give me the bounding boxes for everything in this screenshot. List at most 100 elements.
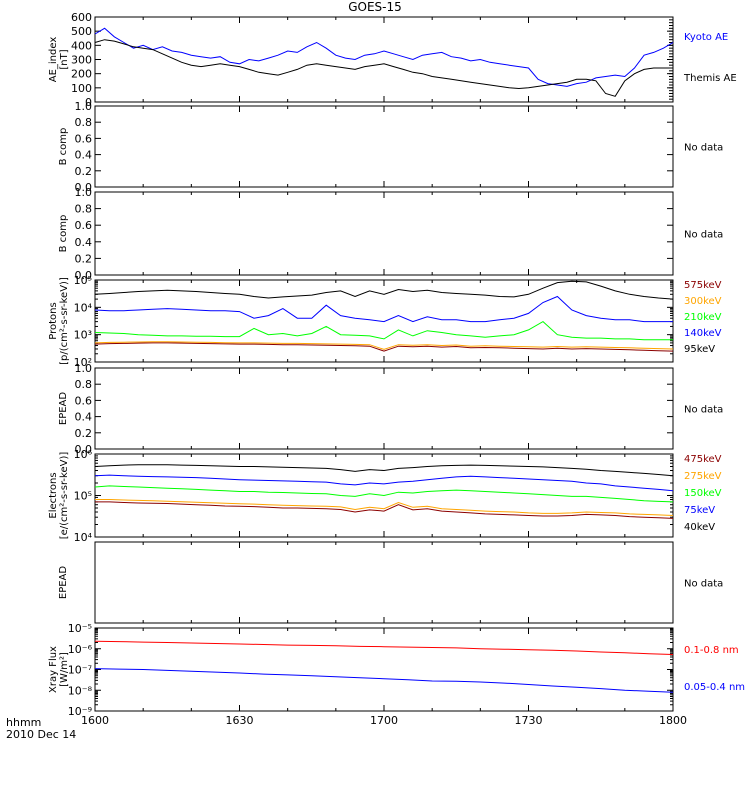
y-axis-label: EPEAD <box>58 392 69 426</box>
y-tick-label: 10² <box>74 356 92 369</box>
x-tick-label: 1700 <box>370 714 398 727</box>
y-tick-label: 10³ <box>74 329 92 342</box>
legend-210kev: 210keV <box>684 312 722 323</box>
y-axis-label: [e/(cm²-s-sr-keV)] <box>59 452 70 540</box>
y-tick-label: 500 <box>71 25 92 38</box>
panel-protons: 10² 10³ 10⁴ 10⁵ Protons [p/(cm²-s-sr-keV)] 575… <box>48 274 722 369</box>
y-tick-label: 0.0 <box>75 181 93 194</box>
y-tick-label: 0.8 <box>75 203 93 216</box>
footer-hhmm: hhmm <box>6 716 42 729</box>
legend-no-data: No data <box>684 579 723 590</box>
y-axis-label: Xray Flux <box>48 646 59 693</box>
y-tick-label: 10⁻⁶ <box>68 643 93 656</box>
legend-150kev: 150keV <box>684 488 722 499</box>
y-tick-label: 10⁵ <box>74 274 92 287</box>
series-150kev <box>94 485 674 503</box>
y-tick-label: 0.0 <box>75 443 93 456</box>
y-tick-label: 1.0 <box>75 100 93 113</box>
y-axis-label: B comp <box>58 215 69 253</box>
series-275kev <box>95 499 674 516</box>
panel-frame <box>94 191 674 276</box>
y-axis-label: Electrons <box>48 472 59 518</box>
y-tick-label: 0.6 <box>75 219 93 232</box>
series-0-05-0-4-nm <box>94 668 674 693</box>
y-tick-label: 10⁴ <box>74 531 93 544</box>
panel-frame <box>94 541 674 624</box>
legend-75kev: 75keV <box>684 505 715 516</box>
legend-kyoto-ae: Kyoto AE <box>684 32 728 43</box>
y-axis-label: EPEAD <box>58 566 69 600</box>
panel-xray: 10⁻⁹ 10⁻⁸ 10⁻⁷ 10⁻⁶ 10⁻⁵ Xray Flux [W/m²] 0.1-0… <box>48 622 745 718</box>
legend-140kev: 140keV <box>684 328 722 339</box>
panel-electrons: 10⁴ 10⁵ 10⁶ Electrons [e/(cm²-s-sr-keV)] 475k… <box>48 448 722 544</box>
y-tick-label: 10⁶ <box>74 448 93 461</box>
legend-575kev: 575keV <box>684 280 722 291</box>
y-tick-label: 10⁵ <box>74 490 92 503</box>
legend-no-data: No data <box>684 405 723 416</box>
y-axis-label: [p/(cm²-s-sr-keV)] <box>59 277 70 365</box>
panel-frame <box>94 105 674 188</box>
y-axis-label: Protons <box>48 302 59 339</box>
panel-frame <box>94 367 674 450</box>
y-tick-label: 0.6 <box>75 394 93 407</box>
x-tick-label: 1630 <box>226 714 254 727</box>
series-300kev <box>94 341 674 350</box>
y-tick-label: 0.4 <box>75 236 93 249</box>
series-95kev <box>94 280 674 300</box>
panel-frame <box>94 627 674 712</box>
panel-epead1: 0.0 0.2 0.4 0.6 0.8 1.0 EPEAD No data <box>58 362 723 456</box>
legend-475kev: 475keV <box>684 454 722 465</box>
legend-no-data: No data <box>684 143 723 154</box>
y-axis-label: [W/m²] <box>59 652 70 687</box>
legend-no-data: No data <box>684 230 723 241</box>
y-tick-label: 10⁻⁵ <box>68 622 92 635</box>
y-tick-label: 10⁻⁸ <box>68 684 93 697</box>
y-tick-label: 10⁴ <box>74 301 93 314</box>
y-tick-label: 0.8 <box>75 116 93 129</box>
y-tick-label: 1.0 <box>75 362 93 375</box>
series-40kev <box>94 464 674 477</box>
chart-title: GOES-15 <box>348 0 402 14</box>
y-tick-label: 1.0 <box>75 186 93 199</box>
panel-bcomp2: 0.0 0.2 0.4 0.6 0.8 1.0 B comp No data <box>58 186 723 282</box>
panel-epead2: EPEAD No data <box>58 541 723 624</box>
legend-themis-ae: Themis AE <box>683 73 737 84</box>
y-axis-label: [nT] <box>59 49 70 69</box>
y-axis-label: AE_index <box>48 37 59 83</box>
y-tick-label: 400 <box>71 39 92 52</box>
y-axis-label: B comp <box>58 128 69 166</box>
series-575kev <box>94 342 674 352</box>
series-0-1-0-8-nm <box>94 640 674 655</box>
x-tick-label: 1600 <box>81 714 109 727</box>
y-tick-label: 600 <box>71 11 92 24</box>
legend-0-1-0-8-nm: 0.1-0.8 nm <box>684 645 739 656</box>
y-tick-label: 0.0 <box>75 269 93 282</box>
y-tick-label: 0.6 <box>75 132 93 145</box>
series-210kev <box>94 320 673 341</box>
y-tick-label: 10⁻⁹ <box>68 705 92 718</box>
y-tick-label: 0.8 <box>75 378 93 391</box>
legend-275kev: 275keV <box>684 471 722 482</box>
y-tick-label: 200 <box>71 68 92 81</box>
series-themis-ae <box>94 39 673 97</box>
y-tick-label: 0.2 <box>75 165 93 178</box>
panel-bcomp1: 0.0 0.2 0.4 0.6 0.8 1.0 B comp No data <box>58 100 723 194</box>
y-tick-label: 0.4 <box>75 411 93 424</box>
y-tick-label: 300 <box>71 54 92 67</box>
legend-95kev: 95keV <box>684 344 715 355</box>
y-tick-label: 100 <box>71 82 92 95</box>
footer-date: 2010 Dec 14 <box>6 728 77 741</box>
series-kyoto-ae <box>94 27 674 87</box>
y-tick-label: 0.2 <box>75 427 93 440</box>
series-75kev <box>94 474 674 492</box>
legend-40kev: 40keV <box>684 522 715 533</box>
x-tick-label: 1800 <box>659 714 687 727</box>
y-tick-label: 0.4 <box>75 149 93 162</box>
legend-300kev: 300keV <box>684 296 722 307</box>
y-tick-label: 0.2 <box>75 252 93 265</box>
series-475kev <box>95 501 674 519</box>
panel-frame <box>94 16 674 103</box>
y-tick-label: 0 <box>85 96 92 109</box>
